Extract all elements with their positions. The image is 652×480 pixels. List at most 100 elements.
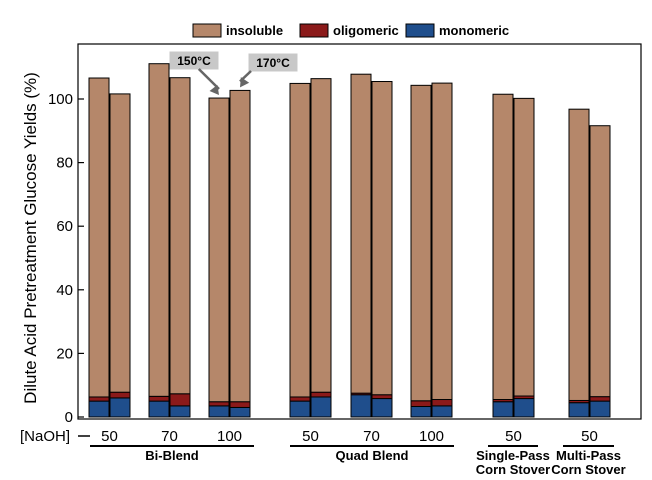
group-label-1-0: Quad Blend [336, 448, 409, 463]
naoh-tick-label-5: 100 [419, 428, 444, 445]
naoh-tick-label-1: 70 [161, 428, 178, 445]
bar-3-insoluble [169, 77, 191, 395]
bar-0-insoluble [88, 77, 110, 398]
bar-13-monomeric [513, 398, 535, 418]
y-axis-title: Dilute Acid Pretreatment Glucose Yields … [21, 72, 40, 404]
bar-5 [229, 89, 251, 418]
legend-swatch-insoluble [192, 23, 222, 38]
bar-12-monomeric [492, 401, 514, 418]
y-tick-label-80: 80 [56, 155, 73, 172]
naoh-tick-label-6: 50 [505, 428, 522, 445]
legend-swatch-monomeric [405, 23, 435, 38]
bar-1-insoluble [109, 93, 131, 393]
bar-6-oligomeric [289, 396, 311, 402]
bar-13-insoluble [513, 97, 535, 397]
bar-13 [513, 97, 535, 418]
bar-0-monomeric [88, 400, 110, 418]
bar-1-monomeric [109, 397, 131, 418]
y-tick-label-100: 100 [48, 91, 73, 108]
group-label-0-0: Bi-Blend [145, 448, 199, 463]
bar-9-monomeric [371, 398, 393, 418]
bar-4 [208, 97, 230, 418]
naoh-axis-label: [NaOH] [20, 428, 70, 445]
bar-11-insoluble [431, 82, 453, 401]
bar-10 [410, 84, 432, 418]
bar-5-insoluble [229, 89, 251, 403]
naoh-tick-label-7: 50 [581, 428, 598, 445]
plot-frame [77, 43, 642, 420]
bar-9-insoluble [371, 81, 393, 396]
naoh-tick-label-4: 70 [363, 428, 380, 445]
bars [88, 63, 611, 418]
group-label-3-0: Multi-Pass [556, 448, 621, 463]
bar-8-insoluble [350, 73, 372, 394]
annotations: 150°C 170°C [169, 51, 298, 96]
bar-15-monomeric [589, 400, 611, 418]
bar-11-monomeric [431, 405, 453, 418]
group-label-2-1: Corn Stover [476, 462, 550, 477]
bar-12 [492, 93, 514, 418]
bar-9 [371, 81, 393, 418]
bar-7-oligomeric [310, 391, 332, 398]
bar-3-monomeric [169, 405, 191, 418]
bar-0 [88, 77, 110, 418]
bar-10-monomeric [410, 406, 432, 418]
bar-4-insoluble [208, 97, 230, 403]
annotation-box-0 [169, 51, 219, 70]
legend-label-insoluble: insoluble [226, 23, 283, 38]
annotation-text-1: 170°C [256, 56, 290, 70]
naoh-tick-label-2: 100 [217, 428, 242, 445]
bar-6-monomeric [289, 400, 311, 418]
bar-1 [109, 93, 131, 418]
y-tick-label-40: 40 [56, 282, 73, 299]
bar-6-insoluble [289, 82, 311, 398]
bar-15 [589, 125, 611, 418]
legend-label-monomeric: monomeric [439, 23, 509, 38]
bar-8 [350, 73, 372, 418]
bar-5-oligomeric [229, 401, 251, 408]
annotation-text-0: 150°C [177, 54, 211, 68]
y-tick-label-60: 60 [56, 218, 73, 235]
bar-3 [169, 77, 191, 418]
bar-15-insoluble [589, 125, 611, 398]
bar-7-monomeric [310, 396, 332, 418]
bar-10-insoluble [410, 84, 432, 402]
annotation-arrow-0 [197, 68, 220, 90]
bar-2-oligomeric [148, 395, 170, 402]
bar-11 [431, 82, 453, 418]
y-axis: 0 20 40 60 80 100 [48, 91, 84, 426]
bar-9-oligomeric [371, 394, 393, 400]
annotation-arrowhead-0 [209, 84, 219, 96]
bar-14 [568, 108, 590, 418]
bar-14-insoluble [568, 108, 590, 401]
bar-4-monomeric [208, 405, 230, 418]
bar-15-oligomeric [589, 396, 611, 402]
y-tick-label-0: 0 [65, 409, 73, 426]
bar-10-oligomeric [410, 400, 432, 408]
bar-1-oligomeric [109, 391, 131, 399]
bar-7 [310, 78, 332, 418]
bar-2-insoluble [148, 63, 170, 397]
bar-14-monomeric [568, 402, 590, 418]
bar-5-monomeric [229, 406, 251, 418]
bar-0-oligomeric [88, 396, 110, 402]
legend-label-oligomeric: oligomeric [333, 23, 399, 38]
annotation-arrowhead-1 [240, 77, 250, 88]
annotation-box-1 [248, 53, 298, 72]
bar-12-insoluble [492, 93, 514, 401]
legend: insoluble oligomeric monomeric [192, 23, 509, 38]
group-label-3-1: Corn Stover [551, 462, 625, 477]
bar-3-oligomeric [169, 393, 191, 407]
x-axis: [NaOH] 50 70 100 50 70 100 50 50 [20, 428, 598, 445]
naoh-tick-label-3: 50 [302, 428, 319, 445]
y-axis-title-group: Dilute Acid Pretreatment Glucose Yields … [21, 72, 40, 404]
bar-2 [148, 63, 170, 418]
bar-11-oligomeric [431, 399, 453, 407]
bar-4-oligomeric [208, 401, 230, 407]
bar-2-monomeric [148, 400, 170, 418]
group-label-2-0: Single-Pass [476, 448, 550, 463]
legend-swatch-oligomeric [299, 23, 329, 38]
naoh-tick-label-0: 50 [101, 428, 118, 445]
